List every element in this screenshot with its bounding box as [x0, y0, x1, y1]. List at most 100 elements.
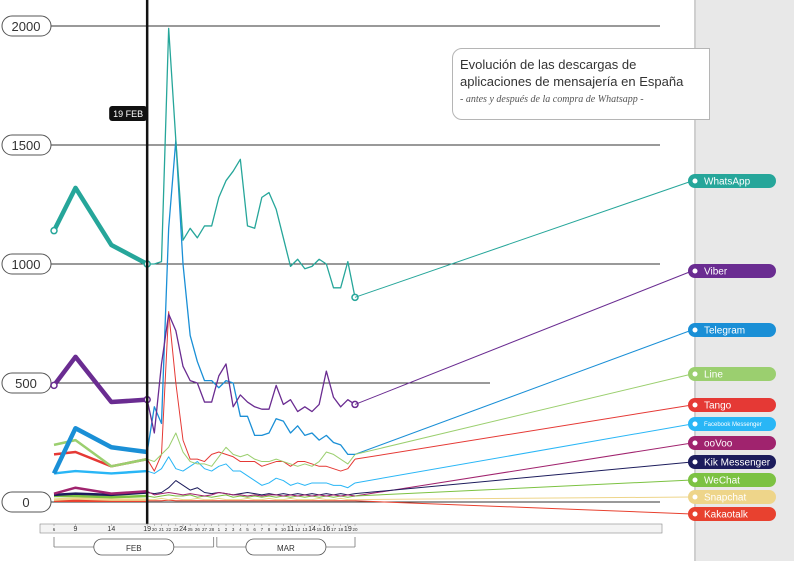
x-tick-label-0: 6	[53, 527, 56, 532]
y-tick-pill-500	[1, 372, 52, 394]
legend-label-snapchat: Snapchat	[704, 493, 746, 504]
x-tick-label-14: 2	[225, 527, 228, 532]
x-tick-label-30: 18	[338, 527, 344, 532]
legend-pill-kakaotalk	[688, 507, 776, 521]
legend-dot-oovoo	[692, 440, 698, 446]
feb-19-badge	[109, 106, 148, 121]
series-line-line-after	[147, 432, 356, 467]
legend-connector-telegram	[354, 329, 693, 455]
feb-19-badge-label: 19 FEB	[113, 109, 143, 119]
x-tick-label-24: 12	[295, 527, 301, 532]
y-tick-pill-1000	[1, 253, 52, 275]
series-line-oovoo-after	[146, 490, 356, 497]
legend-dot-kakaotalk	[692, 511, 698, 517]
x-tick-label-10: 26	[195, 527, 201, 532]
x-tick-label-20: 8	[268, 527, 271, 532]
x-tick-label-3: 19	[143, 526, 151, 533]
x-tick-label-21: 9	[275, 527, 278, 532]
legend-dot-tango	[692, 402, 698, 408]
series-line-oovoo-before	[53, 486, 148, 495]
series-markers	[50, 226, 359, 409]
x-tick-label-13: 1	[218, 527, 221, 532]
legend-label-kakaotalk: Kakaotalk	[704, 510, 749, 521]
series-lines	[51, 27, 356, 503]
legend-label-oovoo: ooVoo	[704, 439, 733, 450]
legend-pill-facebook-messenger	[688, 417, 776, 431]
series-line-telegram-after	[146, 139, 355, 456]
legend-label-viber: Viber	[704, 267, 728, 278]
x-tick-label-5: 21	[159, 527, 165, 532]
month-pill-1	[245, 538, 327, 556]
legend-pill-oovoo	[688, 436, 776, 450]
series-line-wechat-before	[54, 494, 148, 499]
y-tick-pill-1500	[1, 134, 52, 156]
x-tick-label-11: 27	[202, 527, 208, 532]
legend-label-tango: Tango	[704, 401, 732, 412]
month-pill-0	[93, 538, 175, 556]
y-tick-label-0: 0	[22, 495, 29, 510]
legend-connector-viber	[354, 270, 693, 405]
chart-subtitle: - antes y después de la compra de Whatsa…	[460, 94, 644, 105]
x-tick-label-22: 10	[281, 527, 287, 532]
x-tick-label-6: 22	[166, 527, 172, 532]
x-tick-label-27: 15	[317, 527, 323, 532]
y-tick-pill-0	[1, 491, 52, 513]
chart-title: Evolución de las descargas de aplicacion…	[460, 57, 684, 89]
legend-connector-wechat	[354, 479, 693, 497]
month-label-1: MAR	[277, 544, 295, 553]
x-tick-label-12: 28	[209, 527, 215, 532]
series-line-whatsapp-after	[147, 27, 356, 298]
legend-dot-telegram	[692, 327, 698, 333]
y-axis-ticks: 0 500 1000 1500 2000	[1, 15, 52, 513]
legend-connector-kakaotalk	[354, 500, 693, 515]
legend-pill-viber	[688, 264, 776, 278]
legend-pill-telegram	[688, 323, 776, 337]
x-tick-label-4: 20	[152, 527, 158, 532]
x-tick-label-28: 16	[322, 526, 330, 533]
legend-pill-line	[688, 367, 776, 381]
series-line-line-before	[53, 438, 148, 468]
y-tick-label-500: 500	[15, 376, 37, 391]
series-line-viber-before	[52, 354, 148, 405]
x-axis: 6 9 14 19 20 21 22 23 24 25 26 27 28 1 2 3 4 5 6 7 8 9 10 11 12 1…	[39, 523, 663, 556]
x-tick-label-31: 19	[344, 526, 352, 533]
x-tick-label-16: 4	[239, 527, 242, 532]
x-tick-label-8: 24	[179, 526, 187, 533]
legend-connector-facebook-messenger	[354, 423, 693, 484]
legend-label-kik-messenger: Kik Messenger	[704, 458, 771, 469]
marker-viber-0	[50, 381, 58, 390]
series-line-viber-after	[146, 313, 356, 434]
series-line-kakaotalk-after	[147, 499, 355, 502]
legend-dot-wechat	[692, 477, 698, 483]
marker-whatsapp-0	[50, 226, 58, 235]
series-line-wechat-after	[147, 494, 356, 498]
x-tick-label-26: 14	[308, 526, 316, 533]
legend-dot-viber	[692, 268, 698, 274]
series-line-tango-after	[146, 311, 356, 472]
x-axis-strip	[39, 523, 663, 534]
series-line-whatsapp-before	[51, 185, 149, 266]
legend-dot-whatsapp	[692, 178, 698, 184]
x-tick-label-18: 6	[253, 527, 256, 532]
series-line-snapchat-after	[147, 497, 355, 501]
legend-pill-tango	[688, 398, 776, 412]
series-line-telegram-before	[51, 425, 148, 475]
x-tick-label-32: 20	[352, 527, 358, 532]
legend-connector-snapchat	[354, 496, 693, 501]
legend-label-telegram: Telegram	[704, 326, 745, 337]
x-tick-label-25: 13	[302, 527, 308, 532]
y-tick-label-2000: 2000	[12, 19, 41, 34]
y-tick-label-1500: 1500	[12, 138, 41, 153]
legend-connector-kik-messenger	[354, 461, 693, 495]
legend-pill-wechat	[688, 473, 776, 487]
legend-connector-whatsapp	[354, 180, 693, 298]
x-tick-label-2: 14	[107, 526, 115, 533]
legend-pill-snapchat	[688, 490, 776, 504]
legend-dot-kik-messenger	[692, 459, 698, 465]
series-line-facebook-messenger-before	[53, 469, 148, 475]
x-tick-label-19: 7	[261, 527, 264, 532]
x-tick-label-17: 5	[246, 527, 249, 532]
legend-pill-whatsapp	[688, 174, 776, 188]
x-tick-label-23: 11	[287, 526, 294, 533]
